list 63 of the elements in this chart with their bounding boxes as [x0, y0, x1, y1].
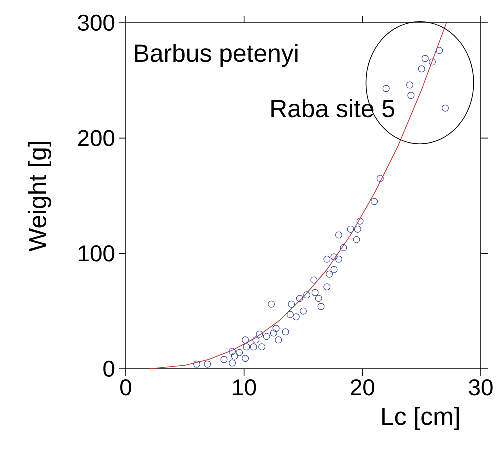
- annotation: Barbus petenyi: [135, 44, 298, 68]
- point: [242, 355, 250, 362]
- point: [428, 58, 436, 66]
- point: [310, 276, 318, 284]
- point: [408, 92, 415, 100]
- point: [272, 325, 280, 332]
- point: [256, 330, 264, 338]
- point: [336, 232, 343, 239]
- y-tick-label: 300: [78, 14, 115, 32]
- point: [304, 292, 311, 299]
- x-tick-label: 20: [351, 380, 375, 396]
- point: [353, 236, 360, 244]
- x-axis-title: Lc [cm]: [382, 407, 459, 430]
- y-axis-title: Weight [g]: [28, 142, 52, 252]
- point: [231, 352, 238, 360]
- point: [275, 336, 282, 344]
- point: [194, 360, 201, 368]
- point: [336, 256, 343, 263]
- point: [258, 344, 266, 351]
- point: [220, 356, 228, 364]
- point: [296, 295, 304, 302]
- point: [286, 311, 294, 318]
- point: [324, 256, 331, 263]
- point: [354, 226, 362, 233]
- y-tick-label: 0: [104, 360, 115, 378]
- point: [288, 300, 296, 308]
- point: [330, 266, 338, 274]
- point: [242, 336, 250, 344]
- point: [318, 303, 325, 310]
- point: [324, 284, 331, 291]
- point: [436, 47, 444, 54]
- point: [236, 349, 244, 356]
- point: [312, 289, 319, 296]
- point: [382, 85, 390, 92]
- y-tick-label: 200: [78, 130, 115, 146]
- point: [376, 175, 384, 182]
- point: [315, 295, 322, 302]
- point: [270, 330, 278, 337]
- point: [347, 226, 354, 233]
- point: [263, 333, 270, 340]
- point: [268, 300, 276, 308]
- point: [340, 244, 348, 252]
- point: [330, 254, 338, 261]
- point: [229, 360, 236, 367]
- x-tick-label: 0: [120, 380, 132, 396]
- point: [300, 308, 308, 315]
- point: [356, 218, 364, 225]
- point: [204, 360, 212, 368]
- y-tick-label: 100: [79, 246, 115, 262]
- point: [406, 82, 414, 89]
- point: [326, 270, 334, 278]
- point: [371, 198, 378, 206]
- point: [422, 55, 429, 62]
- point: [252, 336, 260, 344]
- x-tick-label: 10: [233, 380, 256, 396]
- point: [292, 314, 300, 321]
- point: [418, 66, 426, 73]
- x-tick-label: 30: [469, 380, 493, 396]
- point: [250, 344, 258, 351]
- point: [243, 344, 250, 351]
- point: [229, 348, 236, 356]
- point: [282, 328, 290, 336]
- point: [442, 104, 450, 112]
